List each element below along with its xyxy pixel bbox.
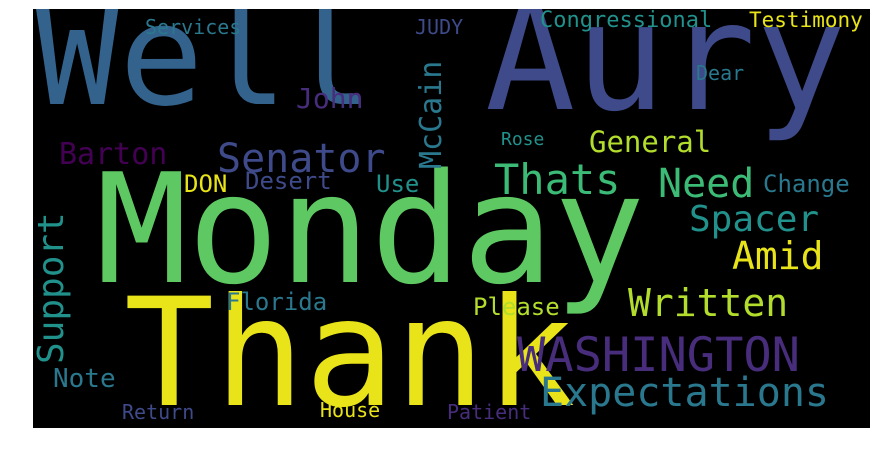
- word-well: Well: [35, 9, 373, 138]
- word-mccain: McCain: [414, 60, 449, 169]
- word-judy: JUDY: [415, 15, 464, 39]
- word-aury: Aury: [485, 9, 847, 145]
- word-barton: Barton: [59, 137, 168, 172]
- word-testimony: Testimony: [749, 9, 863, 32]
- word-washington: WASHINGTON: [517, 328, 800, 383]
- word-monday: Monday: [96, 141, 646, 318]
- word-general: General: [589, 125, 712, 159]
- word-florida: Florida: [226, 288, 328, 316]
- word-dear: Dear: [696, 61, 745, 85]
- word-cloud: Well Aury Monday Thank WASHINGTON Senato…: [33, 9, 870, 428]
- word-rose: Rose: [501, 129, 545, 150]
- word-desert: Desert: [245, 167, 332, 195]
- word-patient: Patient: [447, 400, 532, 424]
- word-please: Please: [473, 293, 560, 321]
- word-need: Need: [658, 161, 755, 207]
- word-change: Change: [763, 170, 850, 198]
- word-don: DON: [184, 170, 228, 198]
- word-note: Note: [53, 364, 116, 394]
- word-john: John: [296, 82, 364, 115]
- word-expectations: Expectations: [540, 370, 829, 416]
- word-spacer: Spacer: [689, 199, 820, 240]
- word-return: Return: [122, 400, 195, 424]
- word-house: House: [320, 398, 381, 422]
- word-written: Written: [628, 281, 789, 325]
- word-thank: Thank: [124, 267, 576, 428]
- word-services: Services: [145, 15, 242, 39]
- word-amid: Amid: [732, 234, 824, 278]
- word-use: Use: [376, 170, 420, 198]
- word-congressional: Congressional: [540, 9, 713, 33]
- word-support: Support: [33, 212, 72, 364]
- word-thats: Thats: [494, 155, 621, 204]
- word-senator: Senator: [217, 136, 386, 182]
